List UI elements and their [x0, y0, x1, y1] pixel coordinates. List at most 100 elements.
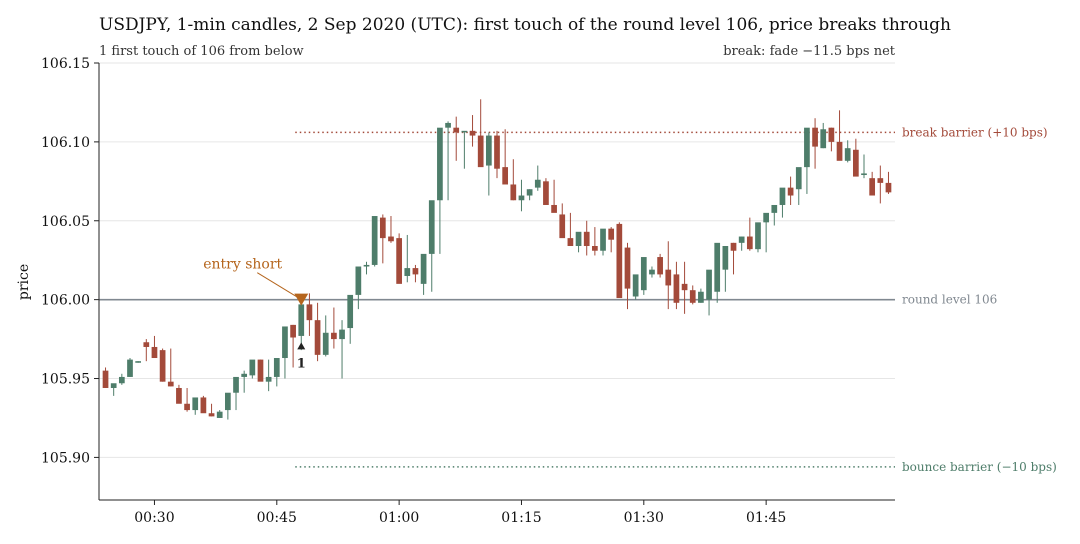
- candle-body: [118, 376, 125, 384]
- candle-body: [469, 130, 476, 136]
- candle-body: [510, 184, 517, 201]
- candle-body: [543, 181, 549, 205]
- candle-body: [526, 189, 533, 196]
- candle-body: [706, 269, 712, 300]
- entry-label: entry short: [203, 257, 282, 273]
- candle-body: [306, 304, 313, 321]
- candle-body: [208, 413, 215, 417]
- x-tick-label: 00:45: [257, 510, 297, 526]
- candle-body: [616, 223, 623, 299]
- candle-body: [804, 127, 810, 168]
- candle-body: [110, 383, 117, 388]
- candle-body: [428, 200, 435, 254]
- chart-subtitle-left: 1 first touch of 106 from below: [99, 44, 304, 59]
- x-tick-label: 01:30: [624, 510, 664, 526]
- candle-body: [877, 178, 884, 183]
- candle-body: [657, 257, 663, 275]
- candle-body: [363, 264, 370, 267]
- candle-body: [298, 304, 305, 336]
- candle-body: [534, 179, 541, 188]
- candle-body: [567, 238, 574, 247]
- candle-body: [779, 187, 786, 205]
- candle-body: [477, 135, 484, 168]
- candle-body: [665, 269, 672, 286]
- touch-label: 1: [297, 356, 306, 371]
- round-level-label: round level 106: [902, 293, 997, 307]
- candle-body: [861, 173, 867, 176]
- candle-body: [290, 324, 296, 338]
- candle-body: [575, 231, 582, 247]
- candle-body: [151, 346, 158, 359]
- candle-body: [461, 130, 468, 133]
- entry-marker: [294, 293, 309, 306]
- candles: [102, 99, 892, 420]
- candle-body: [836, 141, 843, 161]
- candle-body: [135, 361, 142, 363]
- candle-body: [379, 217, 386, 239]
- candle-body: [453, 127, 460, 133]
- y-tick-label: 105.95: [41, 372, 90, 388]
- candle-body: [371, 216, 378, 265]
- candle-body: [167, 381, 174, 387]
- candle-body: [200, 397, 207, 414]
- axes: 105.90 105.95 106.00 106.05 106.10 106.15 00:3…: [41, 56, 895, 526]
- entry-arrow: [257, 272, 299, 299]
- candle-body: [795, 167, 802, 190]
- candle-body: [551, 204, 557, 213]
- candle-body: [314, 320, 321, 355]
- chart-subtitle-right: break: fade −11.5 bps net: [723, 44, 896, 59]
- candle-body: [388, 236, 394, 242]
- x-tick-label: 01:15: [501, 510, 541, 526]
- candle-body: [396, 238, 402, 284]
- touch-marker: [297, 342, 306, 350]
- candle-body: [632, 274, 639, 297]
- y-tick-label: 106.00: [41, 293, 90, 309]
- candle-body: [787, 187, 794, 196]
- candle-body: [608, 228, 615, 240]
- break-barrier-label: break barrier (+10 bps): [902, 125, 1048, 139]
- candle-body: [812, 127, 818, 147]
- y-axis-label: price: [16, 264, 32, 300]
- chart-title: USDJPY, 1-min candles, 2 Sep 2020 (UTC):…: [99, 15, 951, 35]
- candle-body: [624, 247, 631, 289]
- candle-body: [265, 376, 272, 382]
- candle-body: [640, 257, 647, 291]
- candle-body: [681, 283, 688, 291]
- x-tick-label: 00:30: [134, 510, 174, 526]
- candle-body: [755, 222, 761, 250]
- candle-body: [273, 358, 280, 377]
- y-tick-label: 106.05: [41, 214, 90, 230]
- candle-body: [698, 291, 704, 303]
- candle-body: [820, 129, 827, 149]
- candle-body: [592, 246, 598, 251]
- candle-body: [420, 253, 427, 284]
- candle-body: [249, 359, 256, 376]
- candle-body: [869, 178, 876, 196]
- x-tick-label: 01:45: [746, 510, 786, 526]
- candle-body: [225, 392, 231, 411]
- candle-body: [102, 370, 109, 388]
- candle-body: [673, 274, 680, 303]
- candle-body: [184, 403, 190, 411]
- candle-body: [828, 127, 835, 142]
- reference-lines: round level 106 break barrier (+10 bps) bo…: [99, 125, 1057, 474]
- candle-body: [412, 268, 419, 275]
- candle-body: [730, 242, 737, 251]
- candle-body: [143, 342, 150, 347]
- candle-body: [502, 167, 509, 185]
- candle-body: [216, 411, 223, 418]
- candle-body: [844, 148, 851, 161]
- candle-body: [445, 122, 451, 128]
- candle-body: [885, 182, 892, 193]
- candle-body: [241, 373, 248, 377]
- candle-body: [689, 290, 696, 303]
- bounce-barrier-label: bounce barrier (−10 bps): [902, 460, 1057, 474]
- candle-body: [600, 228, 606, 251]
- candle-body: [485, 135, 492, 166]
- candle-body: [518, 195, 525, 201]
- candle-body: [722, 246, 729, 270]
- x-tick-label: 01:00: [379, 510, 419, 526]
- candle-body: [127, 359, 133, 377]
